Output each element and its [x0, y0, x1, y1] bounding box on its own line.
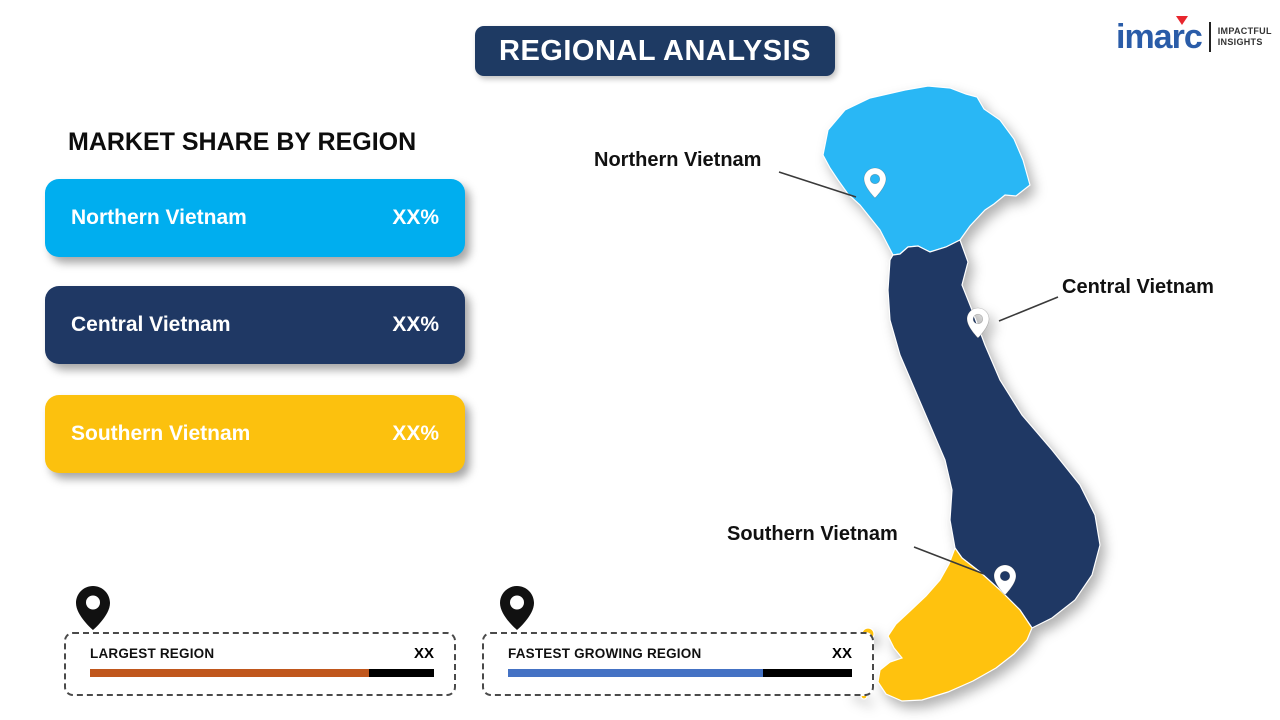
fastest-growing-region-bar-remainder: [762, 669, 852, 677]
page-title: REGIONAL ANALYSIS: [475, 26, 835, 76]
imarc-logo: imarc IMPACTFUL INSIGHTS: [1116, 16, 1272, 56]
fastest-growing-region-label: FASTEST GROWING REGION: [508, 646, 702, 661]
vietnam-map-svg: [822, 85, 1101, 702]
largest-region-bar-fill: [90, 669, 369, 677]
legend-bar-label: Central Vietnam: [71, 313, 231, 336]
largest-region-bar-remainder: [368, 669, 434, 677]
fastest-growing-region-value: XX: [831, 645, 852, 662]
largest-region-box: LARGEST REGION XX: [64, 632, 456, 696]
largest-region-value: XX: [413, 645, 434, 662]
region-central-vietnam: [887, 239, 1101, 629]
map-pin-northern-icon: [863, 167, 887, 199]
logo-brand-wrap: imarc: [1116, 16, 1203, 56]
map-pin-southern-icon: [993, 564, 1017, 596]
map-label-southern-vietnam: Southern Vietnam: [727, 523, 898, 545]
market-share-heading: MARKET SHARE BY REGION: [68, 128, 417, 156]
logo-tagline-line2: INSIGHTS: [1217, 37, 1263, 47]
legend-bar-value: XX%: [392, 206, 439, 229]
legend-bar-northern-vietnam: Northern Vietnam XX%: [45, 179, 465, 257]
legend-bar-value: XX%: [392, 313, 439, 336]
logo-tagline-line1: IMPACTFUL: [1217, 25, 1272, 36]
largest-region-label: LARGEST REGION: [90, 646, 215, 661]
fastest-growing-region-box: FASTEST GROWING REGION XX: [482, 632, 874, 696]
logo-tagline: IMPACTFUL INSIGHTS: [1218, 26, 1272, 49]
region-northern-vietnam: [822, 85, 1031, 256]
fastest-growing-region-pin-icon: [500, 586, 534, 635]
legend-bar-value: XX%: [392, 422, 439, 445]
legend-bar-central-vietnam: Central Vietnam XX%: [45, 286, 465, 364]
map-label-northern-vietnam: Northern Vietnam: [594, 149, 762, 171]
region-southern-vietnam: [877, 546, 1033, 702]
logo-brand-text: imarc: [1116, 18, 1203, 56]
fastest-growing-region-bar: [508, 669, 852, 677]
logo-flag-icon: [1176, 16, 1188, 25]
legend-bar-label: Southern Vietnam: [71, 422, 251, 445]
page-title-text: REGIONAL ANALYSIS: [499, 34, 811, 67]
legend-bar-label: Northern Vietnam: [71, 206, 247, 229]
logo-divider: [1208, 22, 1211, 52]
map-label-central-vietnam: Central Vietnam: [1062, 276, 1214, 298]
largest-region-bar: [90, 669, 434, 677]
vietnam-map: [818, 84, 1168, 716]
map-pin-central-icon: [966, 307, 990, 339]
legend-bar-southern-vietnam: Southern Vietnam XX%: [45, 395, 465, 473]
fastest-growing-region-bar-fill: [508, 669, 763, 677]
largest-region-pin-icon: [76, 586, 110, 635]
